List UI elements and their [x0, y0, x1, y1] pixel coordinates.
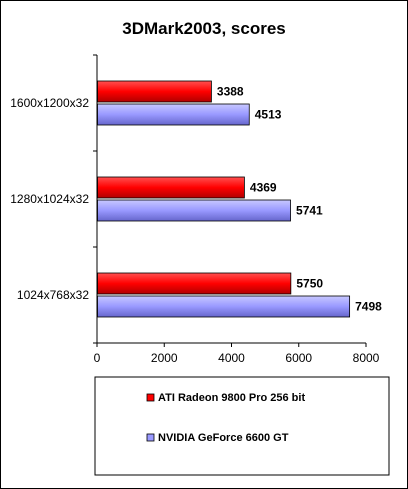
data-label: 4513 [255, 108, 282, 122]
data-label: 7498 [355, 300, 382, 314]
plot-area: 0 2000 4000 6000 8000 1600x1200x32 3388 4513 128… [10, 54, 382, 365]
bar [97, 80, 212, 103]
x-tick-label: 6000 [285, 351, 312, 365]
bar [97, 199, 291, 222]
legend-label: NVIDIA GeForce 6600 GT [158, 432, 289, 444]
bar [97, 103, 250, 126]
data-label: 4369 [250, 181, 277, 195]
x-tick-label: 2000 [151, 351, 178, 365]
legend: ATI Radeon 9800 Pro 256 bit NVIDIA GeForc… [94, 376, 390, 476]
legend-box [94, 376, 390, 476]
legend-label: ATI Radeon 9800 Pro 256 bit [158, 392, 305, 404]
bar [97, 272, 292, 295]
data-label: 5750 [296, 277, 323, 291]
bar [97, 176, 245, 199]
legend-swatch [146, 433, 155, 442]
x-tick-label: 8000 [353, 351, 380, 365]
data-label: 5741 [296, 204, 323, 218]
chart-title: 3DMark2003, scores [122, 19, 286, 38]
category-label: 1600x1200x32 [10, 96, 89, 110]
bar [97, 295, 351, 318]
category-label: 1024x768x32 [17, 288, 89, 302]
x-tick-label: 4000 [218, 351, 245, 365]
legend-swatch [146, 393, 155, 402]
x-tick-label: 0 [94, 351, 101, 365]
data-label: 3388 [217, 85, 244, 99]
category-label: 1280x1024x32 [10, 192, 89, 206]
